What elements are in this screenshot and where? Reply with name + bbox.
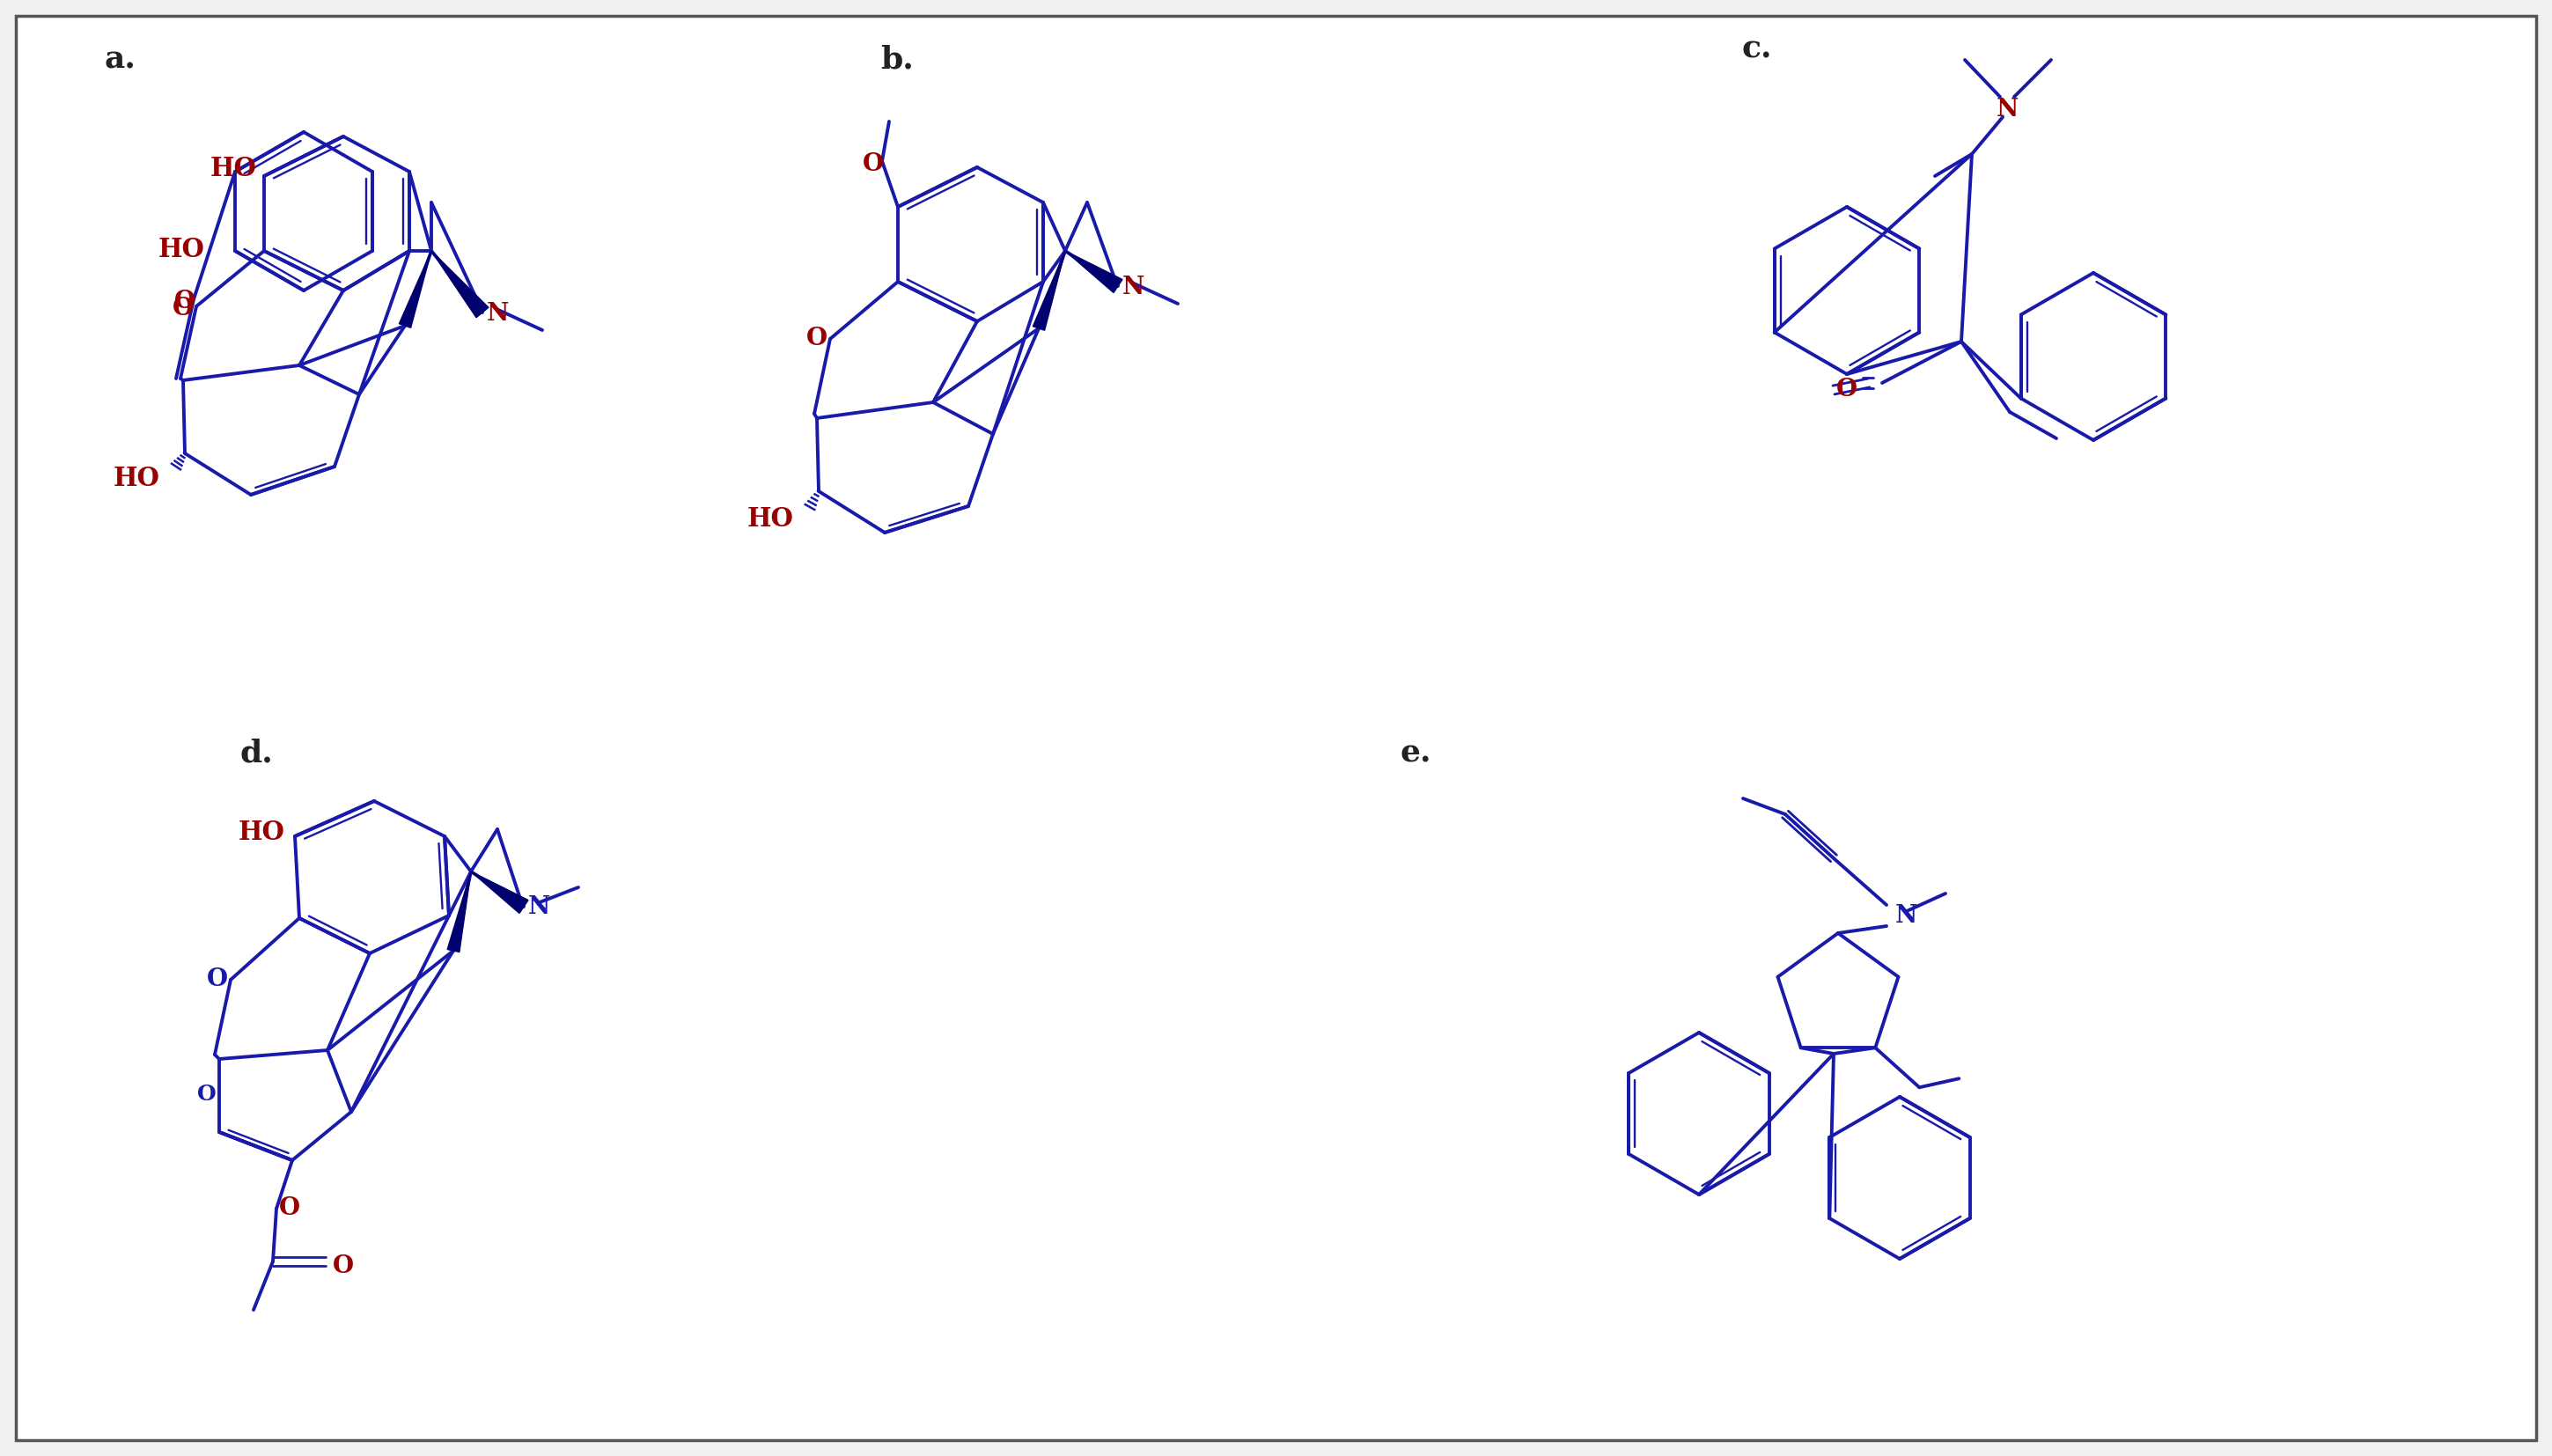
Text: a.: a. bbox=[105, 45, 135, 74]
Text: N: N bbox=[487, 303, 510, 326]
Text: HO: HO bbox=[748, 507, 794, 531]
Text: O: O bbox=[174, 290, 197, 313]
Text: N: N bbox=[1123, 277, 1146, 300]
Text: O: O bbox=[863, 151, 883, 176]
Text: O: O bbox=[1837, 379, 1858, 402]
Text: O: O bbox=[806, 328, 827, 351]
Text: O: O bbox=[197, 1083, 217, 1105]
Text: O: O bbox=[207, 968, 227, 992]
Text: c.: c. bbox=[1740, 33, 1771, 64]
Polygon shape bbox=[1064, 250, 1123, 293]
Polygon shape bbox=[447, 872, 472, 952]
Text: HO: HO bbox=[158, 236, 204, 262]
Polygon shape bbox=[398, 250, 431, 328]
Polygon shape bbox=[472, 872, 528, 913]
Text: HO: HO bbox=[209, 156, 258, 182]
Text: N: N bbox=[1896, 904, 1917, 927]
Text: O: O bbox=[174, 297, 194, 320]
Text: N: N bbox=[528, 895, 551, 919]
Polygon shape bbox=[1034, 250, 1064, 331]
Text: d.: d. bbox=[240, 738, 273, 767]
Text: b.: b. bbox=[880, 45, 914, 74]
Text: O: O bbox=[278, 1197, 301, 1220]
Text: e.: e. bbox=[1398, 738, 1432, 767]
Text: N: N bbox=[1996, 98, 2019, 122]
Text: HO: HO bbox=[115, 466, 161, 491]
Text: O: O bbox=[332, 1254, 355, 1278]
Text: HO: HO bbox=[237, 820, 283, 844]
Polygon shape bbox=[431, 250, 487, 317]
